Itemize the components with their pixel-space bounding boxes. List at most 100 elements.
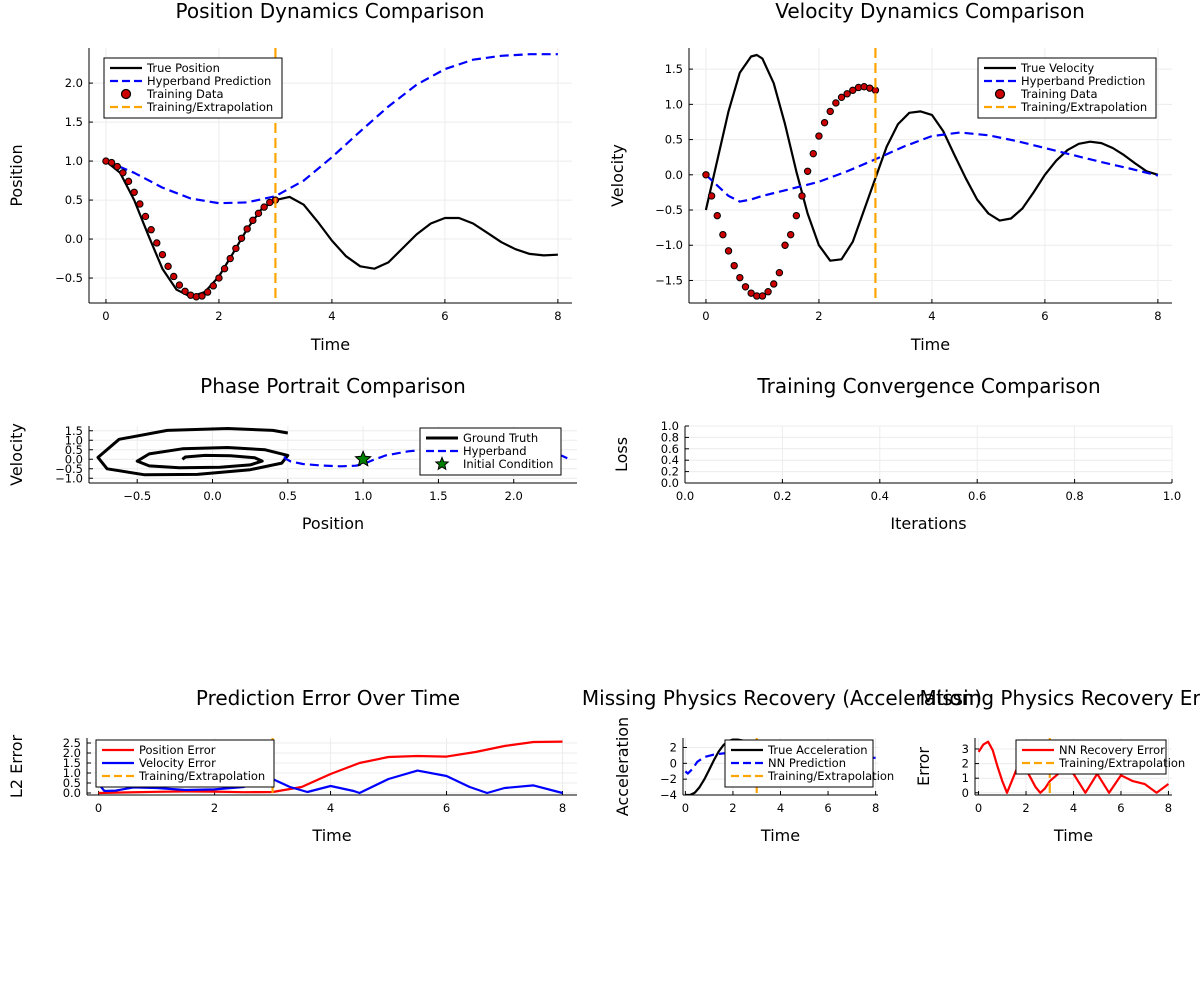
x-tick-label: 0 (975, 801, 982, 815)
y-tick-label: 3 (962, 742, 969, 756)
data-point (803, 167, 812, 175)
data-point (203, 288, 212, 296)
data-point (175, 281, 184, 289)
chart-error: 0 2 4 6 8 0.00.51.01.52.02.5 Prediction Error … (7, 686, 577, 845)
plot-area (102, 48, 558, 303)
chart-title: Missing Physics Recovery Error (919, 686, 1200, 710)
data-point (147, 225, 155, 234)
x-tick-label: 8 (554, 309, 561, 323)
x-tick-label: 2 (815, 309, 822, 323)
x-axis-label: Time (311, 826, 351, 845)
series-line-0 (96, 427, 290, 477)
chart-title: Velocity Dynamics Comparison (775, 0, 1085, 23)
data-point (724, 247, 733, 255)
x-tick-label: 0.0 (203, 489, 221, 503)
series-line-1 (705, 131, 1159, 203)
data-point (730, 261, 738, 270)
data-point (792, 211, 801, 220)
data-point (209, 282, 217, 290)
chart-velocity: 0 2 4 6 8 −1.5 −1.0 −0.5 0.0 0.5 1.0 1.5 Velocity Dy… (608, 0, 1172, 354)
legend-label: Training/Extrapolation (138, 769, 265, 783)
data-point (719, 230, 727, 239)
y-tick-label: 1.0 (665, 97, 683, 111)
chart-title: Position Dynamics Comparison (176, 0, 485, 23)
y-tick-label: 0.0 (65, 452, 83, 466)
legend-label: Position Error (139, 743, 216, 757)
y-tick-label: 0.5 (65, 193, 83, 207)
data-point (220, 264, 229, 273)
y-tick-label: −4 (660, 788, 677, 802)
y-tick-label: 0.0 (63, 786, 81, 800)
data-point (843, 90, 851, 98)
chart-title: Training Convergence Comparison (756, 374, 1100, 398)
x-axis-label: Iterations (890, 514, 966, 533)
y-tick-label: −1.0 (655, 238, 683, 252)
y-tick-label: −0.5 (55, 271, 83, 285)
data-point (136, 200, 144, 208)
y-tick-label: 2 (962, 757, 969, 771)
legend-label: Training/Extrapolation (146, 100, 273, 114)
x-axis-label: Time (310, 335, 350, 354)
data-point (736, 273, 744, 282)
y-tick-label: 1 (962, 771, 969, 785)
x-axis-label: Time (1053, 826, 1093, 845)
y-tick-label: 0.0 (65, 232, 83, 246)
x-tick-label: 4 (1070, 801, 1077, 815)
plot-area (702, 48, 1159, 303)
series-line-0 (98, 740, 563, 795)
data-point (741, 283, 750, 291)
legend-label: Hyperband (463, 444, 527, 458)
x-tick-label: 4 (328, 309, 335, 323)
data-point (260, 203, 268, 211)
y-axis-label: L2 Error (7, 734, 26, 798)
data-point (249, 216, 257, 225)
x-tick-label: 8 (559, 801, 566, 815)
data-point (707, 192, 716, 200)
y-tick-label: 0.5 (65, 443, 83, 457)
y-tick-label: −1.0 (55, 471, 83, 485)
x-tick-label: 6 (824, 801, 831, 815)
x-tick-label: 2 (211, 801, 218, 815)
y-axis-label: Loss (612, 437, 631, 472)
data-point (215, 274, 223, 282)
x-tick-label: 4 (928, 309, 935, 323)
x-tick-label: 2 (1022, 801, 1029, 815)
data-point (170, 272, 178, 281)
x-tick-label: 0 (702, 309, 709, 323)
data-point (826, 107, 834, 116)
legend-label: Hyperband Prediction (1021, 74, 1145, 88)
legend-label: True Velocity (1020, 61, 1094, 75)
series-line-0 (977, 740, 1170, 794)
x-tick-label: 4 (327, 801, 334, 815)
data-point (181, 287, 189, 296)
legend-box (1015, 739, 1167, 775)
y-tick-label: 0.4 (661, 453, 679, 467)
data-point (758, 292, 767, 300)
legend-label: True Acceleration (767, 743, 868, 757)
data-point (713, 211, 721, 220)
data-point (153, 239, 161, 247)
y-tick-label: 1.0 (63, 766, 81, 780)
y-tick-label: −0.5 (55, 462, 83, 476)
x-tick-label: 0.6 (968, 489, 986, 503)
y-tick-label: 1.0 (65, 433, 83, 447)
data-point (764, 288, 772, 296)
data-point (141, 212, 150, 221)
x-tick-label: 6 (441, 309, 448, 323)
x-tick-label: 0 (102, 309, 109, 323)
data-point (243, 225, 251, 233)
x-axis-label: Time (910, 335, 950, 354)
legend-label: NN Prediction (768, 756, 846, 770)
series-line-1 (97, 769, 563, 795)
y-tick-label: −1.5 (655, 273, 683, 287)
x-tick-label: 0.8 (1065, 489, 1083, 503)
data-point (237, 234, 246, 242)
legend-label: Initial Condition (463, 457, 553, 471)
data-point (832, 99, 840, 107)
x-tick-label: 1.0 (1163, 489, 1181, 503)
y-axis-label: Error (914, 747, 933, 786)
data-point (164, 262, 172, 271)
